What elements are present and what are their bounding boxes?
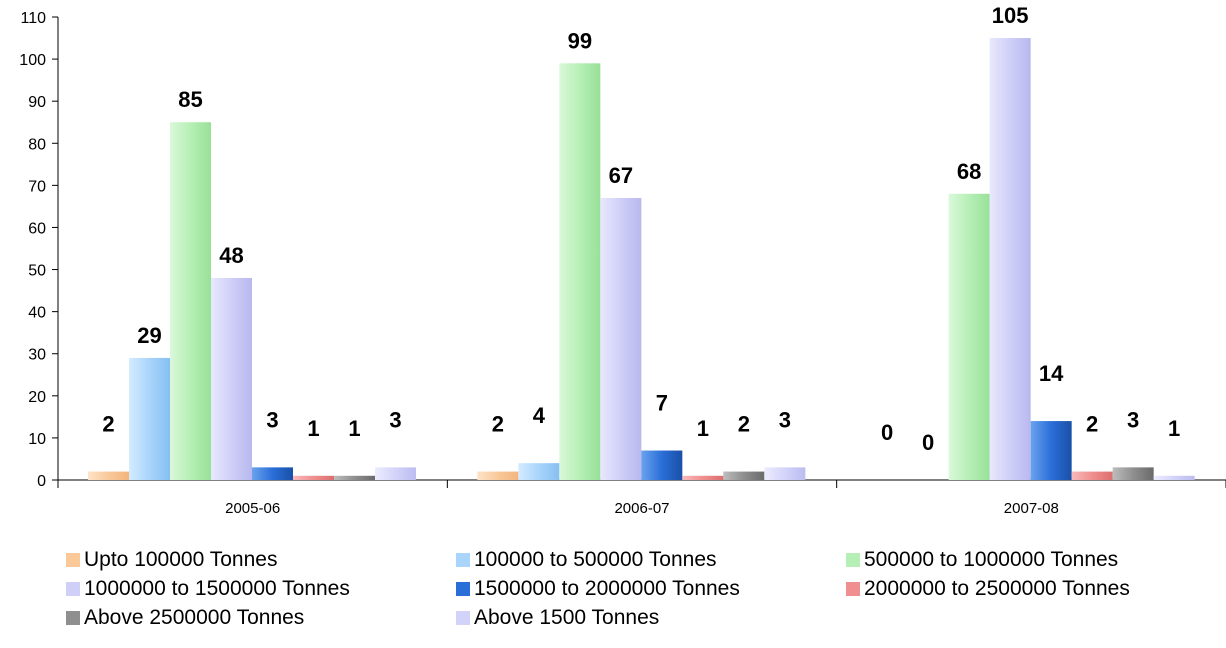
legend-item: 1000000 to 1500000 Tonnes — [66, 574, 350, 604]
data-label: 2 — [492, 412, 504, 437]
legend-item: Above 2500000 Tonnes — [66, 603, 304, 633]
legend-label: Upto 100000 Tonnes — [84, 548, 278, 571]
legend-swatch — [66, 611, 80, 625]
data-label: 2 — [1086, 412, 1098, 437]
legend-label: 1500000 to 2000000 Tonnes — [474, 577, 740, 600]
legend-swatch — [66, 553, 80, 567]
legend-swatch — [846, 553, 860, 567]
legend-item: 2000000 to 2500000 Tonnes — [846, 574, 1130, 604]
bar — [170, 122, 211, 481]
legend-item: 1500000 to 2000000 Tonnes — [456, 574, 740, 604]
data-label: 1 — [348, 416, 360, 441]
y-tick-label: 90 — [28, 94, 46, 111]
bar — [1071, 471, 1113, 480]
data-label: 99 — [568, 28, 592, 53]
legend-swatch — [456, 582, 470, 596]
data-label: 3 — [389, 407, 401, 432]
legend-label: Above 1500 Tonnes — [474, 606, 660, 629]
bar — [477, 471, 519, 480]
legend-label: Above 2500000 Tonnes — [84, 606, 305, 629]
bar — [129, 357, 170, 480]
data-label: 3 — [266, 407, 278, 432]
data-label: 14 — [1039, 361, 1064, 386]
legend-swatch — [846, 582, 860, 596]
bar — [764, 467, 806, 480]
data-label: 3 — [1127, 407, 1139, 432]
data-label: 2 — [738, 412, 750, 437]
y-tick-label: 80 — [28, 136, 46, 153]
legend-item: Upto 100000 Tonnes — [66, 545, 277, 575]
bar — [1153, 475, 1195, 480]
y-tick-label: 60 — [28, 220, 46, 237]
legend-label: 1000000 to 1500000 Tonnes — [84, 577, 350, 600]
data-label: 1 — [307, 416, 319, 441]
bar — [600, 197, 642, 480]
y-tick-label: 40 — [28, 305, 46, 322]
y-tick-label: 20 — [28, 389, 46, 406]
data-label: 1 — [1168, 416, 1180, 441]
bar — [1030, 421, 1072, 480]
y-tick-label: 10 — [28, 431, 46, 448]
data-label: 29 — [137, 323, 161, 348]
legend-swatch — [456, 553, 470, 567]
data-label: 68 — [957, 159, 981, 184]
bar — [88, 471, 129, 480]
bar — [723, 471, 765, 480]
legend-item: Above 1500 Tonnes — [456, 603, 659, 633]
x-tick-label: 2005-06 — [225, 500, 280, 517]
data-label: 105 — [992, 3, 1029, 28]
legend-label: 100000 to 500000 Tonnes — [474, 548, 717, 571]
bar — [948, 193, 990, 481]
legend-item: 100000 to 500000 Tonnes — [456, 545, 717, 575]
data-label: 1 — [697, 416, 709, 441]
bar — [641, 450, 683, 480]
legend-label: 2000000 to 2500000 Tonnes — [864, 577, 1130, 600]
data-label: 85 — [178, 87, 202, 112]
bar — [375, 467, 416, 480]
bar — [559, 63, 601, 481]
legend-label: 500000 to 1000000 Tonnes — [864, 548, 1119, 571]
data-label: 3 — [779, 407, 791, 432]
legend-swatch — [66, 582, 80, 596]
bar — [293, 475, 334, 480]
y-tick-label: 50 — [28, 263, 46, 280]
data-label: 48 — [219, 243, 243, 268]
legend-swatch — [456, 611, 470, 625]
bar — [252, 467, 293, 480]
data-label: 7 — [656, 391, 668, 416]
bar — [989, 38, 1031, 480]
y-tick-label: 30 — [28, 347, 46, 364]
legend-item: 500000 to 1000000 Tonnes — [846, 545, 1118, 575]
x-tick-label: 2006-07 — [614, 500, 669, 517]
x-tick-label: 2007-08 — [1004, 500, 1059, 517]
y-tick-label: 100 — [19, 52, 46, 69]
data-label: 2 — [102, 412, 114, 437]
data-label: 0 — [922, 430, 934, 455]
bar — [682, 475, 724, 480]
y-tick-label: 0 — [37, 473, 46, 490]
data-label: 4 — [533, 403, 546, 428]
bar — [1112, 467, 1154, 480]
bar — [518, 463, 560, 480]
data-label: 67 — [609, 163, 633, 188]
data-label: 0 — [881, 420, 893, 445]
bar — [334, 475, 375, 480]
y-tick-label: 110 — [20, 10, 46, 27]
y-tick-label: 70 — [28, 178, 46, 195]
bar — [211, 277, 252, 480]
